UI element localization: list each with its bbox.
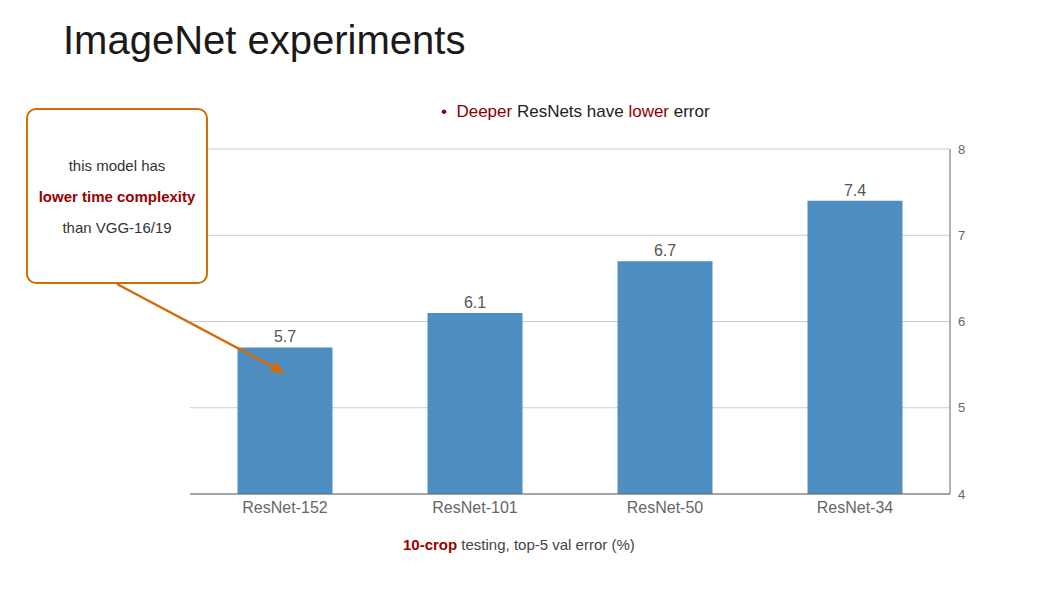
svg-text:ResNet-101: ResNet-101 <box>432 499 517 516</box>
html-text:10-crop testing, top-5 val err: 10-crop testing, top-5 val error (%) <box>403 536 635 553</box>
svg-text:5: 5 <box>958 400 965 415</box>
html-text:this model has: this model has <box>68 156 166 174</box>
svg-text:7.4: 7.4 <box>844 182 866 199</box>
svg-text:4: 4 <box>958 487 965 502</box>
svg-text:ResNet-34: ResNet-34 <box>817 499 894 516</box>
html-text:lower time complexity: lower time complexity <box>38 187 196 205</box>
svg-text:6.1: 6.1 <box>464 294 486 311</box>
svg-text:5.7: 5.7 <box>274 328 296 345</box>
svg-text:ResNet-152: ResNet-152 <box>242 499 327 516</box>
svg-text:7: 7 <box>958 228 965 243</box>
html-text:• Deeper ResNets have lower er: • Deeper ResNets have lower error <box>441 102 710 121</box>
svg-text:6.7: 6.7 <box>654 242 676 259</box>
svg-text:8: 8 <box>958 142 965 157</box>
svg-text:ResNet-50: ResNet-50 <box>627 499 704 516</box>
html-text:ImageNet experiments: ImageNet experiments <box>63 18 466 62</box>
svg-text:6: 6 <box>958 314 965 329</box>
html-text:than VGG-16/19: than VGG-16/19 <box>62 218 172 236</box>
